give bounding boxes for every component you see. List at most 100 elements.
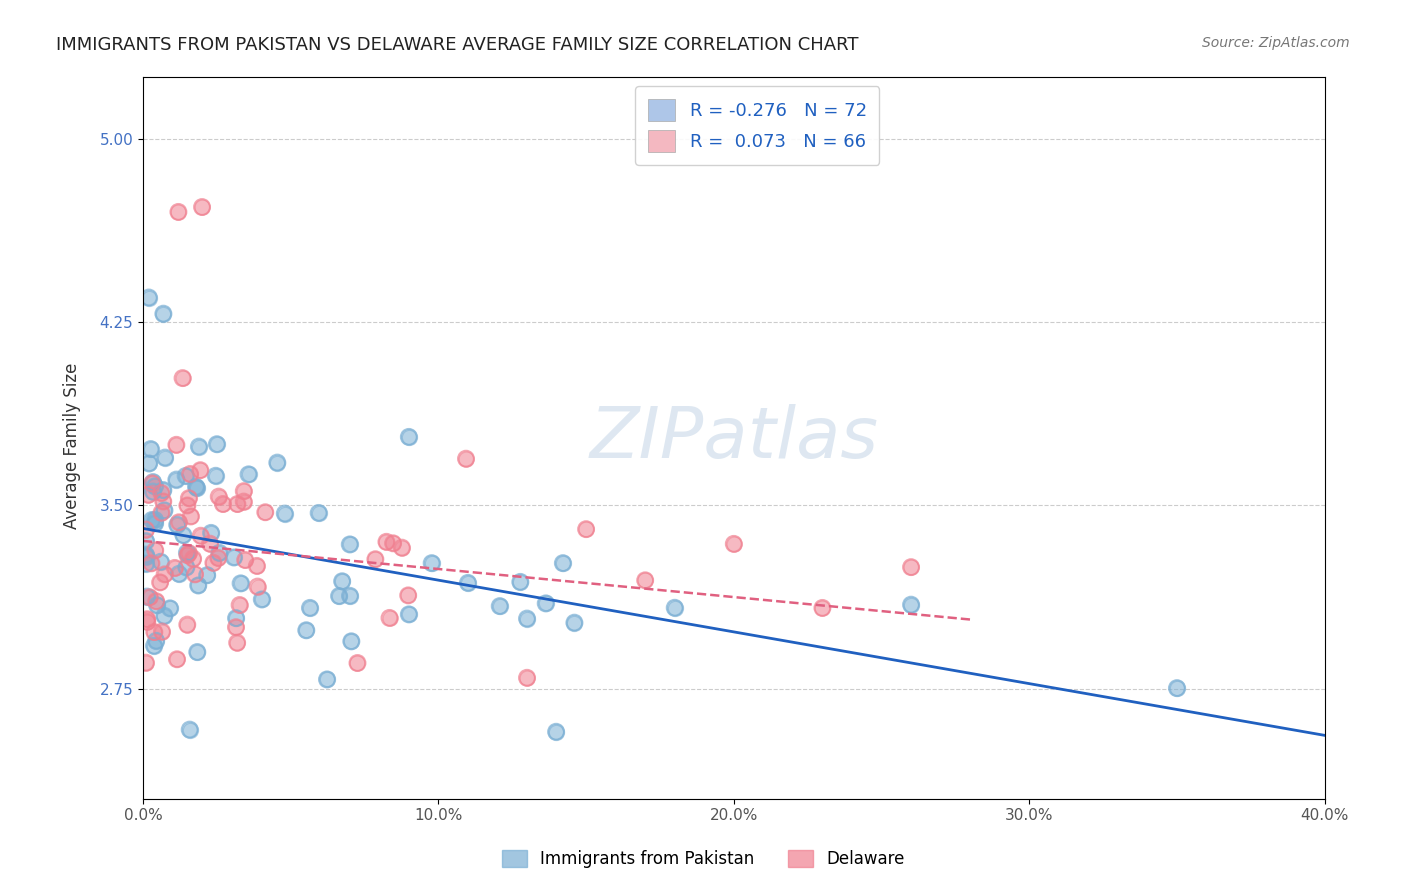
Point <box>664 600 686 615</box>
Point <box>208 546 231 560</box>
Point <box>200 525 222 540</box>
Point <box>375 534 398 549</box>
Point <box>364 552 387 566</box>
Point <box>238 467 260 482</box>
Point <box>184 567 207 582</box>
Point <box>398 607 420 622</box>
Point <box>375 534 398 549</box>
Point <box>226 497 249 511</box>
Point <box>228 598 250 612</box>
Point <box>634 574 657 588</box>
Point <box>152 483 174 497</box>
Legend: Immigrants from Pakistan, Delaware: Immigrants from Pakistan, Delaware <box>495 843 911 875</box>
Point <box>143 513 166 527</box>
Point <box>145 594 167 608</box>
Point <box>135 549 157 564</box>
Point <box>900 560 922 574</box>
Point <box>187 578 209 592</box>
Point <box>143 625 166 640</box>
Point <box>225 620 247 634</box>
Point <box>238 467 260 482</box>
Point <box>167 566 190 581</box>
Point <box>212 497 235 511</box>
Point <box>143 516 166 531</box>
Point <box>204 468 226 483</box>
Point <box>191 200 214 214</box>
Point <box>153 567 176 582</box>
Point <box>167 516 190 530</box>
Point <box>457 575 479 590</box>
Point <box>454 451 477 466</box>
Point <box>152 307 174 321</box>
Point <box>204 468 226 483</box>
Point <box>135 557 157 571</box>
Point <box>166 517 188 532</box>
Point <box>145 633 167 648</box>
Point <box>138 457 160 471</box>
Point <box>723 537 745 551</box>
Point <box>135 534 157 549</box>
Point <box>179 723 201 737</box>
Point <box>229 576 252 591</box>
Point <box>187 578 209 592</box>
Point <box>225 611 247 625</box>
Point <box>184 480 207 494</box>
Point <box>246 558 269 573</box>
Point <box>179 467 201 481</box>
Point <box>165 438 187 452</box>
Point <box>135 523 157 537</box>
Point <box>136 488 159 502</box>
Point <box>516 671 538 685</box>
Point <box>145 594 167 608</box>
Point <box>225 620 247 634</box>
Point <box>142 484 165 499</box>
Point <box>172 371 194 385</box>
Point <box>150 624 173 639</box>
Point <box>166 517 188 532</box>
Point <box>138 591 160 605</box>
Point <box>136 488 159 502</box>
Point <box>135 549 157 564</box>
Point <box>166 652 188 666</box>
Point <box>233 553 256 567</box>
Point <box>141 476 163 491</box>
Point <box>575 522 598 536</box>
Point <box>232 484 254 499</box>
Point <box>153 450 176 465</box>
Point <box>167 566 190 581</box>
Point <box>339 589 361 603</box>
Point <box>488 599 510 613</box>
Point <box>184 480 207 494</box>
Point <box>176 560 198 574</box>
Point <box>509 574 531 589</box>
Point <box>153 503 176 517</box>
Point <box>723 537 745 551</box>
Point <box>250 592 273 607</box>
Point <box>232 494 254 508</box>
Point <box>1166 681 1188 695</box>
Point <box>172 371 194 385</box>
Point <box>346 656 368 670</box>
Point <box>191 200 214 214</box>
Point <box>546 724 568 739</box>
Point <box>398 430 420 444</box>
Point <box>146 599 169 613</box>
Point <box>135 534 157 549</box>
Point <box>575 522 598 536</box>
Point <box>179 467 201 481</box>
Point <box>294 821 316 835</box>
Point <box>198 537 221 551</box>
Text: Average Family Size: Average Family Size <box>63 363 82 529</box>
Point <box>811 601 834 615</box>
Point <box>143 625 166 640</box>
Point <box>138 291 160 305</box>
Point <box>153 503 176 517</box>
Point <box>378 611 401 625</box>
Point <box>177 491 200 506</box>
Point <box>664 600 686 615</box>
Point <box>172 528 194 542</box>
Point <box>900 598 922 612</box>
Point <box>330 574 353 589</box>
Point <box>136 615 159 629</box>
Point <box>176 499 198 513</box>
